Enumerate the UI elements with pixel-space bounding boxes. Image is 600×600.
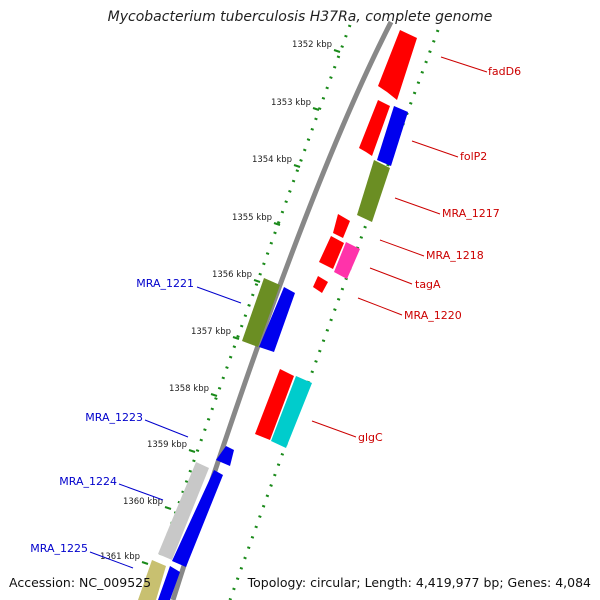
label-MRA_1221[interactable]: MRA_1221 (136, 277, 194, 290)
leader-MRA_1225 (89, 551, 134, 569)
leader-tagA (369, 267, 413, 285)
scale-tick-label: 1353 kbp (271, 98, 311, 108)
leader-MRA_1218 (379, 239, 425, 257)
map-title: Mycobacterium tuberculosis H37Ra, comple… (107, 9, 493, 25)
scale-tick-mark (232, 336, 240, 340)
gene-MRA_1225-blue[interactable] (158, 566, 180, 600)
scale-circle-inner (143, 24, 352, 600)
scale-tick-mark (293, 164, 301, 168)
scale-tick-label: 1357 kbp (191, 327, 231, 337)
leader-MRA_1224 (118, 483, 164, 501)
scale-tick-mark (141, 561, 149, 565)
scale-tick-mark (333, 49, 341, 53)
gene-tagA[interactable] (334, 242, 360, 279)
leader-MRA_1223 (144, 419, 189, 438)
leader-MRA_1220 (357, 297, 403, 316)
leader-fadD6 (440, 56, 488, 73)
scale-tick-label: 1356 kbp (212, 270, 252, 280)
gene-fadD6[interactable] (378, 30, 417, 100)
gene-MRA_1218[interactable] (319, 236, 344, 269)
scale-tick-mark (273, 222, 281, 226)
label-folP2[interactable]: folP2 (460, 150, 487, 163)
scale-tick-label: 1352 kbp (292, 40, 332, 50)
gene-MRA_1225-khaki[interactable] (138, 560, 166, 600)
gene-MRA_1221-olive[interactable] (242, 278, 280, 347)
scale-tick-mark (188, 449, 196, 453)
label-MRA_1220[interactable]: MRA_1220 (404, 309, 462, 322)
accession-text: Accession: NC_009525 (9, 575, 152, 590)
gene-glgC-red[interactable] (255, 369, 294, 440)
genome-summary-text: Topology: circular; Length: 4,419,977 bp… (247, 575, 591, 590)
leader-MRA_1221 (196, 286, 242, 304)
label-MRA_1225[interactable]: MRA_1225 (30, 542, 88, 555)
gene-MRA_1224-blue[interactable] (172, 470, 223, 567)
gene-folP2[interactable] (359, 100, 390, 156)
scale-tick-label: 1354 kbp (252, 155, 292, 165)
label-MRA_1217[interactable]: MRA_1217 (442, 207, 500, 220)
leader-MRA_1217 (394, 197, 441, 215)
label-fadD6[interactable]: fadD6 (488, 65, 521, 78)
leader-glgC (311, 420, 357, 438)
label-MRA_1224[interactable]: MRA_1224 (59, 475, 117, 488)
gene-folP2-blue[interactable] (377, 106, 408, 166)
gene-MRA_1221-blue[interactable] (259, 287, 295, 352)
scale-tick-label: 1355 kbp (232, 213, 272, 223)
scale-tick-label: 1360 kbp (123, 497, 163, 507)
gene-MRA_1217-red[interactable] (333, 214, 350, 238)
scale-tick-mark (210, 393, 218, 397)
inner-strand-genes (138, 278, 295, 600)
gene-MRA_1220[interactable] (313, 276, 328, 293)
gene-MRA_1223[interactable] (216, 446, 234, 466)
label-glgC[interactable]: glgC (358, 431, 383, 444)
label-tagA[interactable]: tagA (415, 278, 441, 291)
gene-glgC-cyan[interactable] (271, 376, 312, 448)
scale-tick-label: 1359 kbp (147, 440, 187, 450)
outer-strand-genes (255, 30, 417, 448)
label-MRA_1218[interactable]: MRA_1218 (426, 249, 484, 262)
label-MRA_1223[interactable]: MRA_1223 (85, 411, 143, 424)
scale-tick-mark (164, 506, 172, 510)
scale-tick-label: 1361 kbp (100, 552, 140, 562)
gene-MRA_1224-silver[interactable] (158, 462, 209, 560)
scale-tick-label: 1358 kbp (169, 384, 209, 394)
gene-MRA_1217-olive[interactable] (357, 160, 390, 222)
leader-folP2 (411, 140, 459, 158)
scale-tick-mark (312, 107, 320, 111)
scale-tick-mark (253, 279, 261, 283)
